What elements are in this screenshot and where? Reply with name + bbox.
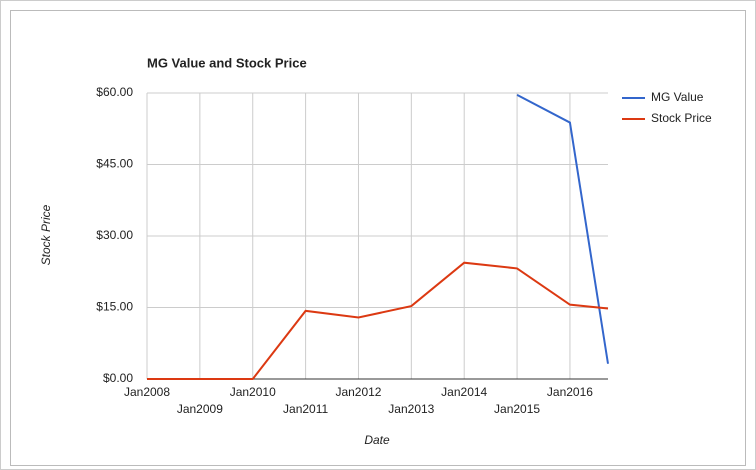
x-tick-label: Jan2010	[230, 385, 276, 399]
x-tick-label: Jan2008	[124, 385, 170, 399]
x-tick-label: Jan2016	[547, 385, 593, 399]
x-tick-label: Jan2009	[177, 402, 223, 416]
series-line	[147, 261, 609, 380]
legend-label: MG Value	[651, 90, 704, 104]
x-tick-label: Jan2013	[388, 402, 434, 416]
y-tick-label: $30.00	[96, 228, 133, 242]
x-tick-label: Jan2012	[335, 385, 381, 399]
y-tick-label: $45.00	[96, 157, 133, 171]
series-line	[516, 94, 609, 364]
legend-label: Stock Price	[651, 111, 712, 125]
y-axis-title: Stock Price	[39, 204, 53, 265]
y-tick-label: $60.00	[96, 85, 133, 99]
x-tick-label: Jan2014	[441, 385, 487, 399]
y-tick-label: $0.00	[103, 371, 133, 385]
chart-title: MG Value and Stock Price	[147, 55, 307, 70]
chart-frame	[10, 10, 746, 466]
y-tick-label: $15.00	[96, 300, 133, 314]
x-tick-label: Jan2011	[283, 402, 328, 416]
x-tick-label: Jan2015	[494, 402, 540, 416]
x-axis-title: Date	[364, 433, 390, 447]
